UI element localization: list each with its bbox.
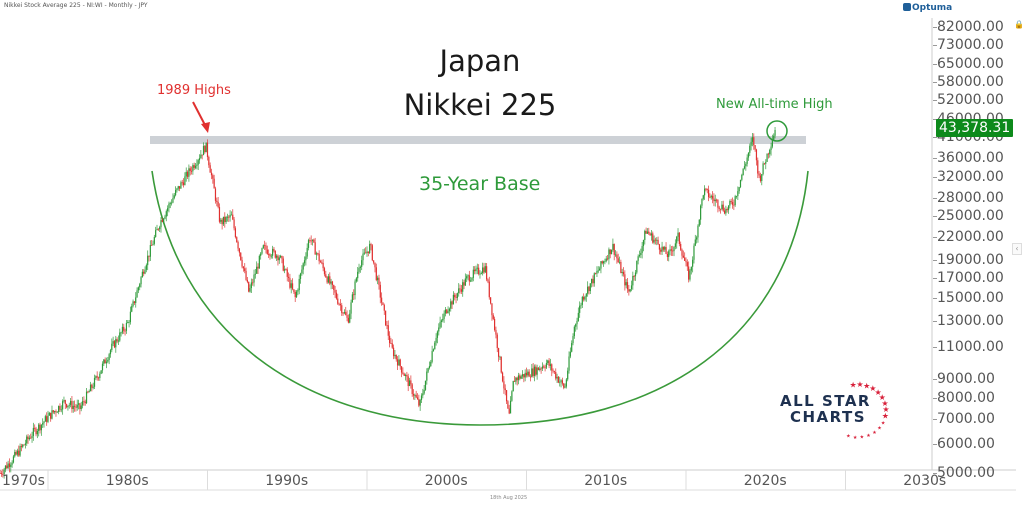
logo-line1: ALL STAR [780, 392, 871, 410]
y-tick-label: 13000.00 [933, 312, 1004, 329]
svg-text:★: ★ [846, 433, 851, 439]
svg-text:★: ★ [863, 381, 870, 390]
y-tick-label: 11000.00 [933, 339, 1004, 356]
svg-text:★: ★ [850, 380, 857, 389]
x-tick-label: 2010s [584, 473, 628, 489]
svg-text:★: ★ [879, 393, 886, 402]
svg-text:★: ★ [860, 435, 865, 441]
logo-line2: CHARTS [790, 408, 867, 426]
y-tick-label: 7000.00 [933, 411, 995, 428]
resistance-band [150, 136, 806, 144]
y-tick-label: 6000.00 [933, 436, 995, 453]
y-tick-label: 52000.00 [933, 91, 1004, 108]
svg-text:★: ★ [882, 411, 889, 420]
annotation-1989-highs: 1989 Highs [157, 83, 231, 98]
svg-text:★: ★ [869, 384, 876, 393]
svg-text:★: ★ [872, 430, 877, 436]
y-tick-label: 65000.00 [933, 55, 1004, 72]
lock-icon[interactable]: 🔒 [1014, 20, 1024, 29]
optuma-text: Optuma [912, 3, 953, 13]
y-tick-label: 73000.00 [933, 37, 1004, 54]
y-tick-label: 19000.00 [933, 252, 1004, 269]
svg-text:★: ★ [877, 426, 882, 432]
x-tick-label: 1990s [265, 473, 309, 489]
y-tick-label: 28000.00 [933, 190, 1004, 207]
svg-text:★: ★ [881, 399, 888, 408]
chart-title-line2: Nikkei 225 [403, 88, 557, 122]
y-tick-label: 8000.00 [933, 390, 995, 407]
annotation-base: 35-Year Base [419, 173, 541, 195]
y-tick-label: 25000.00 [933, 208, 1004, 225]
x-tick-label: 1980s [105, 473, 149, 489]
collapse-panel-button[interactable]: ‹ [1012, 243, 1022, 255]
chart-title-line1: Japan [439, 44, 521, 78]
x-tick-label: 2020s [743, 473, 787, 489]
svg-text:★: ★ [882, 405, 889, 414]
y-tick-label: 32000.00 [933, 169, 1004, 186]
y-tick-label: 82000.00 [933, 18, 1004, 35]
all-star-charts-logo: ALL STAR CHARTS [780, 393, 871, 425]
y-tick-label: 17000.00 [933, 269, 1004, 286]
logo-stars: ★ ★ ★ ★★★★★★★★★★★★★ [846, 380, 889, 441]
y-tick-label: 15000.00 [933, 289, 1004, 306]
svg-text:★: ★ [853, 435, 858, 441]
base-arc [151, 170, 809, 426]
candles [0, 126, 776, 479]
y-tick-label: 9000.00 [933, 371, 995, 388]
instrument-header: Nikkei Stock Average 225 - NI:WI - Month… [4, 2, 148, 9]
y-tick-label: 36000.00 [933, 150, 1004, 167]
svg-text:★: ★ [875, 388, 882, 397]
y-tick-label: 22000.00 [933, 228, 1004, 245]
x-tick-label: 1970s [2, 473, 45, 489]
optuma-brand: Optuma [903, 3, 952, 13]
date-note: 18th Aug 2025 [490, 495, 528, 501]
y-tick-label: 58000.00 [933, 74, 1004, 91]
annotation-new-high: New All-time High [716, 97, 833, 112]
ath-circle [766, 120, 788, 142]
svg-text:★: ★ [881, 420, 886, 426]
optuma-logo-icon [903, 3, 911, 11]
svg-text:★: ★ [856, 380, 863, 389]
svg-text:★: ★ [866, 433, 871, 439]
x-tick-label: 2030s [903, 473, 947, 489]
last-price-tag: 43,378.31 [936, 119, 1014, 137]
x-tick-label: 2000s [424, 473, 468, 489]
y-tick-label: 5000.00 [933, 465, 995, 482]
